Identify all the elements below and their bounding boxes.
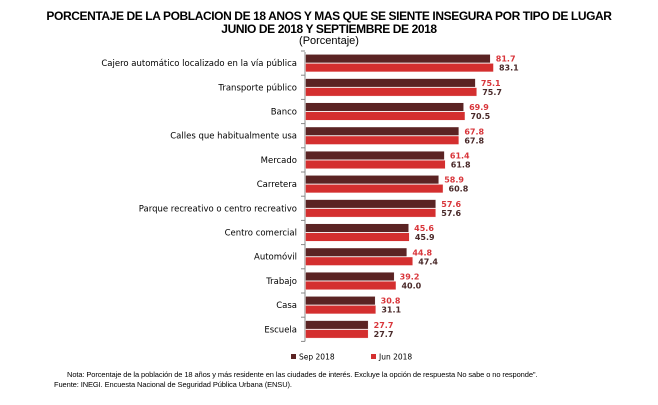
- bar-sep-2018: [305, 175, 439, 185]
- bar-sep-2018: [305, 296, 376, 306]
- category-label: Carretera: [257, 180, 297, 190]
- category-label: Trabajo: [265, 277, 297, 287]
- chart-title: PORCENTAJE DE LA POBLACION DE 18 ANOS Y …: [46, 9, 612, 23]
- legend-swatch: [291, 354, 296, 359]
- bar-sep-2018: [305, 102, 464, 112]
- category-label: Centro comercial: [225, 229, 297, 239]
- bar-jun-2018: [305, 184, 444, 194]
- category-label: Banco: [271, 108, 297, 118]
- bar-jun-2018: [305, 208, 436, 218]
- bar-jun-2018: [305, 87, 477, 97]
- data-label: 57.6: [441, 209, 461, 218]
- data-label: 58.9: [444, 176, 464, 185]
- data-label: 45.9: [415, 233, 435, 242]
- bar-sep-2018: [305, 78, 476, 88]
- category-label: Transporte público: [217, 83, 297, 93]
- legend-label: Sep 2018: [299, 353, 335, 362]
- bar-jun-2018: [305, 159, 446, 169]
- bar-sep-2018: [305, 320, 369, 330]
- category-label: Cajero automático localizado en la vía p…: [101, 59, 297, 69]
- category-label: Mercado: [261, 156, 297, 166]
- bar-jun-2018: [305, 281, 397, 290]
- bar-jun-2018: [305, 329, 369, 339]
- data-label: 39.2: [400, 273, 420, 282]
- bar-sep-2018: [305, 150, 445, 160]
- category-label: Parque recreativo o centro recreativo: [139, 204, 297, 214]
- data-label: 44.8: [412, 248, 432, 257]
- data-label: 30.8: [381, 297, 401, 306]
- bar-sep-2018: [305, 199, 436, 209]
- bar-jun-2018: [305, 135, 460, 145]
- data-label: 61.8: [451, 161, 471, 170]
- data-label: 47.4: [418, 257, 438, 266]
- legend-label: Jun 2018: [378, 353, 412, 362]
- data-label: 83.1: [499, 64, 519, 73]
- data-label: 67.8: [464, 136, 484, 145]
- data-label: 57.6: [441, 200, 461, 209]
- bar-sep-2018: [305, 126, 460, 136]
- data-label: 40.0: [401, 282, 421, 291]
- bar-jun-2018: [305, 256, 413, 266]
- bar-jun-2018: [305, 63, 494, 73]
- data-label: 45.6: [414, 224, 434, 233]
- data-label: 75.7: [482, 88, 502, 97]
- bar-jun-2018: [305, 232, 410, 242]
- data-label: 70.5: [470, 112, 490, 121]
- data-label: 27.7: [374, 330, 394, 339]
- category-label: Automóvil: [254, 252, 297, 263]
- data-label: 67.8: [464, 127, 484, 136]
- bar-sep-2018: [305, 272, 395, 281]
- bar-sep-2018: [305, 54, 491, 64]
- legend-swatch: [371, 354, 376, 359]
- bar-jun-2018: [305, 305, 377, 315]
- bar-sep-2018: [305, 247, 408, 257]
- data-label: 75.1: [481, 79, 501, 88]
- bar-jun-2018: [305, 111, 466, 121]
- category-label: Escuela: [264, 325, 297, 335]
- data-label: 60.8: [449, 185, 469, 194]
- data-label: 81.7: [496, 55, 516, 64]
- data-label: 61.4: [450, 152, 470, 161]
- note-text: Nota: Porcentaje de la población de 18 a…: [67, 370, 538, 379]
- data-label: 27.7: [374, 321, 394, 330]
- category-label: Calles que habitualmente usa: [170, 132, 297, 142]
- bar-sep-2018: [305, 223, 409, 233]
- data-label: 31.1: [381, 306, 401, 315]
- category-label: Casa: [276, 301, 297, 311]
- chart-unit-label: (Porcentaje): [299, 35, 359, 47]
- source-text: Fuente: INEGI. Encuesta Nacional de Segu…: [54, 380, 292, 389]
- data-label: 69.9: [469, 103, 489, 112]
- chart-subtitle: JUNIO DE 2018 Y SEPTIEMBRE DE 2018: [221, 22, 437, 36]
